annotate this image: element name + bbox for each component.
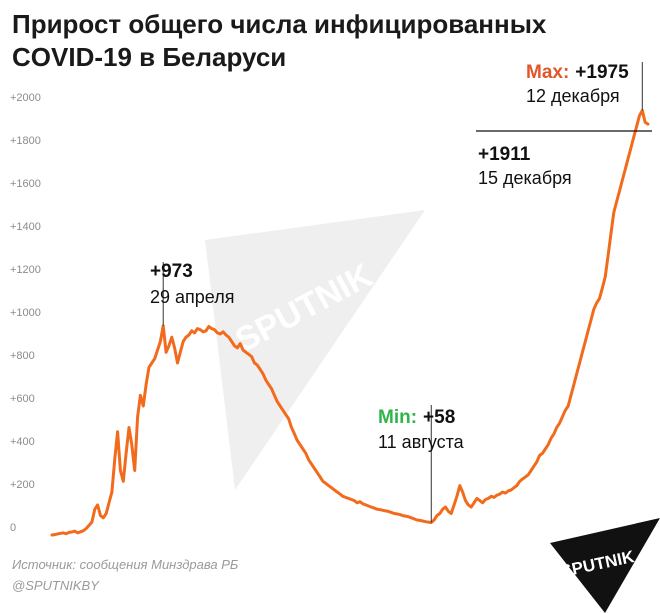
logo-triangle	[550, 518, 660, 613]
y-tick-label: +400	[10, 436, 35, 448]
last-date: 15 декабря	[478, 168, 572, 188]
max-value: +1975	[575, 62, 629, 83]
y-tick-label: 0	[10, 522, 16, 534]
y-tick-label: +1000	[10, 307, 41, 319]
y-tick-label: +200	[10, 479, 35, 491]
title-line-2: COVID-19 в Беларуси	[12, 42, 287, 72]
sputnik-logo: SPUTNIK	[550, 518, 660, 613]
peak-date: 29 апреля	[150, 287, 234, 307]
y-tick-label: +1400	[10, 221, 41, 233]
y-tick-label: +1800	[10, 135, 41, 147]
min-value: +58	[423, 407, 455, 428]
min-date: 11 августа	[378, 432, 465, 452]
min-label: Min:	[378, 407, 417, 428]
max-label: Max:	[526, 62, 569, 83]
source-note: Источник: сообщения Минздрава РБ	[12, 557, 239, 572]
page-title: Прирост общего числа инфицированных COVI…	[12, 8, 572, 74]
y-tick-label: +600	[10, 393, 35, 405]
y-tick-label: +800	[10, 350, 35, 362]
min-annotation: Min: +58	[378, 407, 455, 428]
title-line-1: Прирост общего числа инфицированных	[12, 9, 547, 39]
max-date: 12 декабря	[526, 86, 620, 106]
watermark-triangle	[205, 210, 425, 490]
series-line	[50, 108, 650, 537]
y-tick-label: +1600	[10, 178, 41, 190]
last-value: +1911	[478, 144, 531, 165]
y-tick-label: +1200	[10, 264, 41, 276]
y-tick-label: +2000	[10, 92, 41, 104]
max-annotation: Max: +1975	[526, 62, 629, 83]
social-handle: @SPUTNIKBY	[12, 578, 99, 593]
peak-value: +973	[150, 261, 193, 282]
sputnik-watermark: SPUTNIK	[205, 210, 425, 490]
y-axis-ticks: 0 +200 +400 +600 +800 +1000 +1200 +1400 +1600 +18…	[10, 92, 41, 534]
